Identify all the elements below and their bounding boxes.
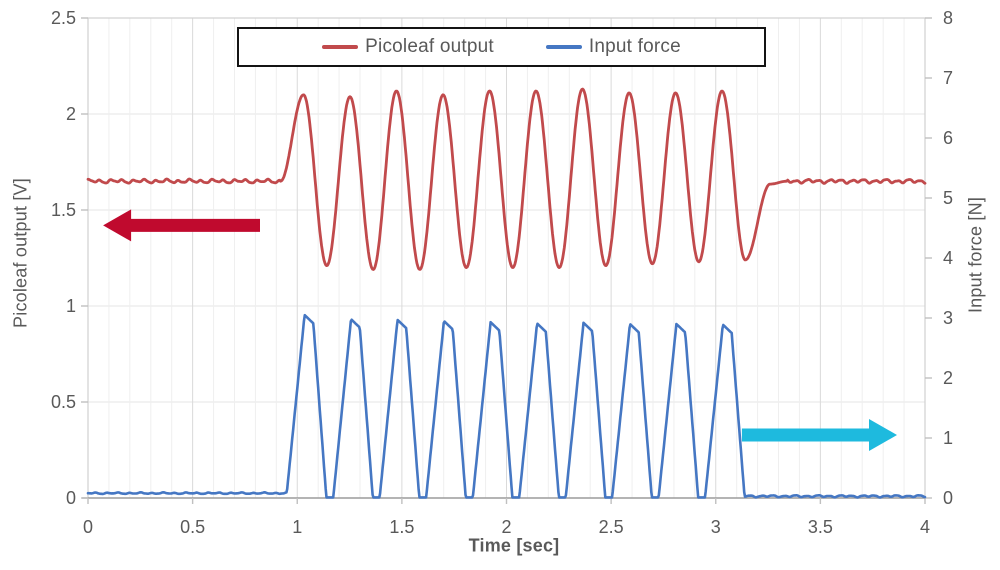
right-tick-label: 1: [943, 428, 953, 448]
right-tick-label: 8: [943, 8, 953, 28]
x-tick-label: 1: [292, 517, 302, 537]
right-tick-label: 4: [943, 248, 953, 268]
left-tick-label: 1: [66, 296, 76, 316]
left-tick-label: 0: [66, 488, 76, 508]
series-lines: [86, 87, 927, 499]
right-tick-label: 0: [943, 488, 953, 508]
right-tick-label: 5: [943, 188, 953, 208]
input-force-line-swatch: [545, 45, 582, 49]
x-tick-label: 4: [920, 517, 930, 537]
chart-legend: Picoleaf output Input force: [237, 27, 766, 67]
x-tick-label: 3.5: [808, 517, 833, 537]
annotations: [103, 209, 897, 451]
gridlines: [88, 17, 925, 498]
right-tick-label: 3: [943, 308, 953, 328]
picoleaf-output-line: [86, 87, 927, 271]
left-tick-label: 1.5: [51, 200, 76, 220]
left-tick-label: 0.5: [51, 392, 76, 412]
legend-label-picoleaf-output: Picoleaf output: [365, 36, 494, 57]
x-axis-title: Time [sec]: [468, 535, 560, 556]
right-tick-label: 2: [943, 368, 953, 388]
x-tick-label: 3: [711, 517, 721, 537]
output-direction-arrow: [103, 209, 260, 242]
axes: [81, 17, 932, 504]
left-tick-label: 2.5: [51, 8, 76, 28]
right-tick-label: 7: [943, 68, 953, 88]
x-tick-label: 0: [83, 517, 93, 537]
input-force-line: [86, 313, 927, 499]
x-tick-label: 1.5: [389, 517, 414, 537]
legend-entry-input-force: Input force: [545, 36, 681, 58]
x-tick-label: 2.5: [599, 517, 624, 537]
legend-entry-picoleaf-output: Picoleaf output: [322, 36, 494, 58]
left-tick-label: 2: [66, 104, 76, 124]
picoleaf-output-line-swatch: [322, 45, 359, 49]
x-tick-label: 0.5: [180, 517, 205, 537]
left-axis-title: Picoleaf output [V]: [10, 178, 31, 328]
force-direction-arrow: [741, 419, 897, 451]
legend-label-input-force: Input force: [588, 36, 681, 57]
x-tick-label: 2: [501, 517, 511, 537]
right-axis-title: Input force [N]: [965, 196, 986, 314]
right-tick-label: 6: [943, 128, 953, 148]
